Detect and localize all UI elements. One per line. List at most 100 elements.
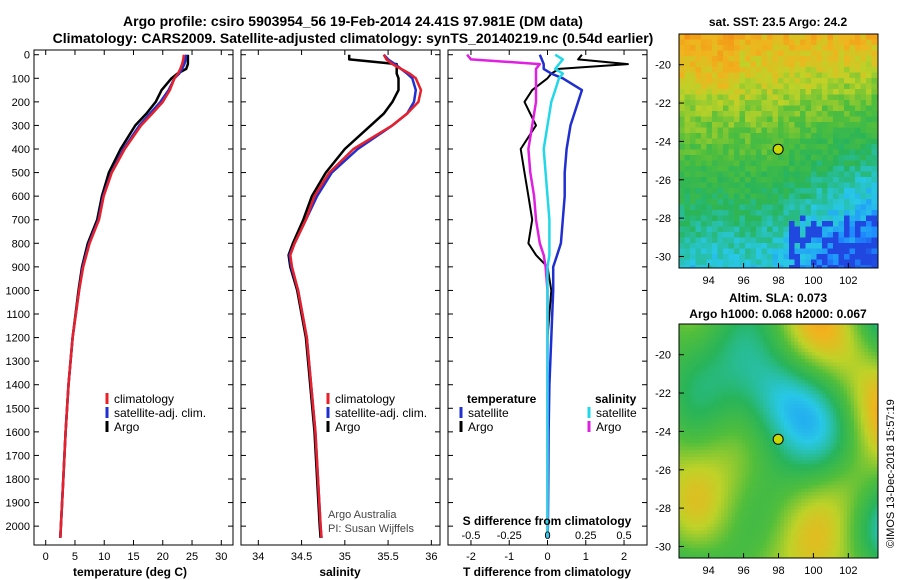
map-cell <box>731 464 736 468</box>
map-cell <box>728 348 732 353</box>
map-cell <box>801 509 806 514</box>
map-cell <box>871 221 878 227</box>
map-cell <box>791 324 795 328</box>
map-cell <box>794 513 799 517</box>
map-cell <box>731 443 736 447</box>
map-cell <box>695 182 702 189</box>
map-cell <box>696 499 701 503</box>
map-cell <box>767 45 773 51</box>
map-cell <box>689 499 694 503</box>
map-cell <box>778 259 784 266</box>
map-cell <box>791 355 795 360</box>
map-cell <box>742 376 746 381</box>
map-cell <box>679 210 685 216</box>
map-cell <box>756 56 762 62</box>
map-cell <box>766 478 771 482</box>
map-cell <box>801 457 806 461</box>
map-cell <box>773 376 778 381</box>
map-cell <box>838 243 845 249</box>
map-cell <box>798 432 802 437</box>
map-cell <box>784 376 788 381</box>
map-cell <box>707 341 711 346</box>
map-cell <box>808 450 813 454</box>
map-cell <box>738 478 743 482</box>
map-cell <box>794 72 801 79</box>
map-cell <box>696 387 701 391</box>
map-cell <box>701 56 707 62</box>
map-cell <box>679 436 683 440</box>
map-cell <box>840 478 844 482</box>
map-cell <box>864 366 869 370</box>
map-cell <box>756 492 760 496</box>
map-cell <box>833 492 837 496</box>
map-cell <box>707 453 711 458</box>
map-cell <box>700 348 704 353</box>
map-cell <box>734 122 740 128</box>
map-cell <box>847 352 851 356</box>
map-cell <box>759 492 764 496</box>
map-cell <box>745 199 751 205</box>
map-cell <box>777 509 781 514</box>
map-cell <box>783 226 790 233</box>
x-tick-label: 10 <box>98 551 110 563</box>
map-cell <box>766 450 771 454</box>
map-cell <box>738 467 743 472</box>
map-cell <box>696 376 701 381</box>
map-cell <box>693 499 697 503</box>
map-cell <box>738 432 743 437</box>
map-cell <box>871 450 876 454</box>
map-cell <box>714 443 718 447</box>
map-cell <box>752 401 757 405</box>
map-cell <box>794 259 801 266</box>
map-cell <box>860 188 867 194</box>
map-cell <box>829 383 834 388</box>
map-cell <box>679 464 683 468</box>
map-cell <box>777 502 781 507</box>
map-cell <box>815 495 820 500</box>
map-cell <box>855 248 861 255</box>
map-cell <box>728 61 735 68</box>
map-cell <box>819 408 823 412</box>
map-cell <box>798 359 802 363</box>
map-cell <box>770 345 774 349</box>
map-cell <box>784 397 788 402</box>
map-cell <box>703 432 708 437</box>
map-cell <box>827 155 834 161</box>
map-cell <box>738 352 743 356</box>
map-cell <box>766 506 771 510</box>
map-cell <box>710 457 715 461</box>
map-cell <box>794 404 799 409</box>
map-cell <box>703 341 708 346</box>
map-cell <box>871 237 878 244</box>
map-cell <box>871 34 878 40</box>
map-cell <box>840 453 844 458</box>
map-cell <box>710 495 715 500</box>
map-cell <box>815 390 820 395</box>
map-cell <box>738 383 743 388</box>
map-cell <box>696 450 701 454</box>
map-cell <box>838 166 845 172</box>
map-cell <box>717 133 724 139</box>
map-cell <box>866 177 872 183</box>
map-cell <box>871 359 876 363</box>
map-cell <box>772 122 779 128</box>
map-cell <box>735 450 739 454</box>
map-cell <box>822 366 827 370</box>
map-cell <box>854 352 858 356</box>
map-cell <box>752 492 757 496</box>
map-cell <box>833 439 837 444</box>
map-cell <box>808 457 813 461</box>
map-cell <box>871 89 878 95</box>
map-cell <box>861 467 865 472</box>
legend-climatology: climatology <box>335 392 395 406</box>
map-cell <box>822 78 828 84</box>
map-cell <box>717 50 724 57</box>
map-cell <box>844 188 850 194</box>
map-cell <box>811 111 817 117</box>
map-cell <box>800 78 806 84</box>
map-cell <box>723 111 729 117</box>
map-cell <box>827 259 834 266</box>
map-cell <box>871 67 878 73</box>
map-cell <box>854 401 858 405</box>
map-cell <box>838 34 845 40</box>
